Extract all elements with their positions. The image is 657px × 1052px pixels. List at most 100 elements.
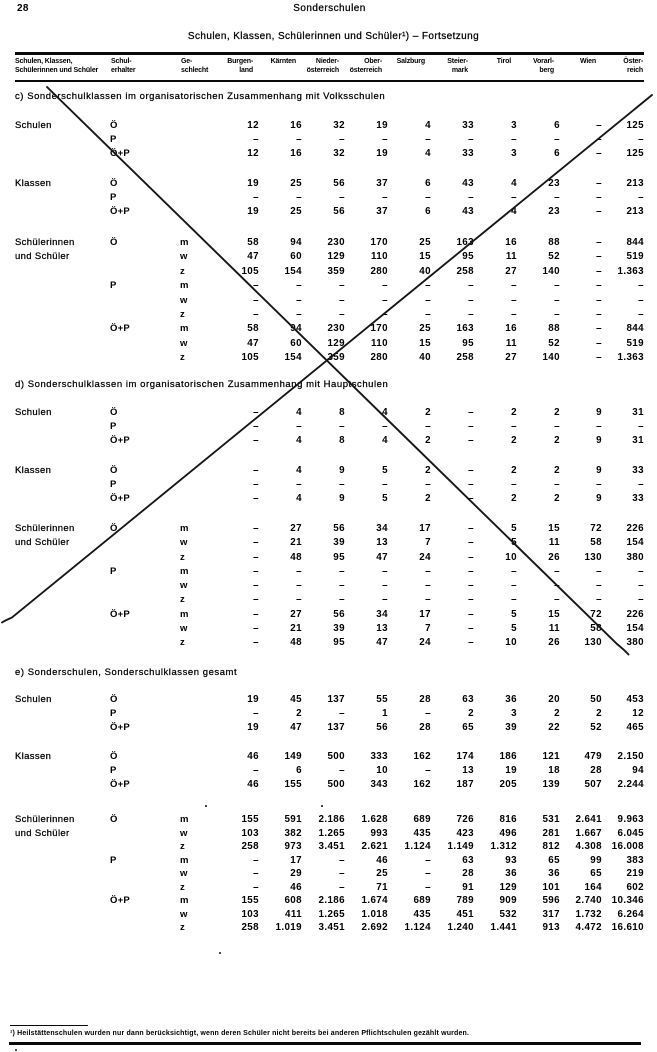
cell-kaernten: – bbox=[296, 308, 302, 320]
table-row: Ö+P m – 27 56 34 17 – 5 15 72 226 bbox=[15, 608, 644, 622]
cell-niederoesterreich: 3.451 bbox=[318, 922, 345, 933]
cell-steiermark: 423 bbox=[456, 827, 474, 839]
column-header: Salzburg bbox=[388, 57, 431, 75]
cell-salzburg: 15 bbox=[419, 337, 431, 349]
cell-niederoesterreich: 2.186 bbox=[318, 895, 345, 906]
cell-vorarlberg: 812 bbox=[542, 841, 560, 852]
cell-vorarlberg: 26 bbox=[548, 637, 560, 648]
cell-oberoesterreich: 46 bbox=[376, 854, 388, 866]
row-label: und Schüler bbox=[15, 251, 70, 263]
row-schulerhalter: Ö bbox=[110, 237, 118, 248]
cell-kaernten: – bbox=[296, 580, 302, 591]
cell-burgenland: 258 bbox=[241, 841, 259, 852]
cell-salzburg: 15 bbox=[419, 251, 431, 263]
cell-tirol: 2 bbox=[511, 407, 517, 418]
cell-tirol: 3 bbox=[511, 707, 517, 719]
cell-wien: – bbox=[596, 148, 602, 160]
cell-steiermark: – bbox=[468, 465, 474, 476]
cell-vorarlberg: 2 bbox=[554, 465, 560, 476]
table-row: P – 2 – 1 – 2 3 2 2 12 bbox=[15, 707, 644, 721]
cell-niederoesterreich: – bbox=[339, 192, 345, 204]
table-row: w – – – – – – – – – – bbox=[15, 294, 644, 308]
cell-vorarlberg: – bbox=[554, 479, 560, 491]
row-schulerhalter: Ö bbox=[110, 465, 118, 476]
cell-salzburg: – bbox=[425, 308, 431, 320]
row-label bbox=[15, 147, 100, 161]
cell-oberoesterreich: – bbox=[382, 580, 388, 591]
cell-oberoesterreich: – bbox=[382, 594, 388, 606]
cell-oberoesterreich: 47 bbox=[376, 637, 388, 648]
row-schulerhalter bbox=[100, 908, 170, 922]
cell-kaernten: 411 bbox=[284, 908, 302, 920]
cell-burgenland: – bbox=[253, 637, 259, 648]
cell-niederoesterreich: 359 bbox=[327, 352, 345, 364]
cell-oesterreich: 226 bbox=[626, 523, 644, 534]
table-row: z – – – – – – – – – – bbox=[15, 308, 644, 322]
cell-kaernten: 60 bbox=[290, 337, 302, 349]
row-geschlecht: z bbox=[180, 881, 185, 893]
cell-oberoesterreich: 343 bbox=[370, 778, 388, 790]
cell-niederoesterreich: 230 bbox=[327, 237, 345, 248]
cell-oesterreich: 1.363 bbox=[617, 352, 644, 364]
cell-tirol: – bbox=[511, 294, 517, 306]
cell-niederoesterreich: 500 bbox=[327, 778, 345, 790]
table-row: z – 46 – 71 – 91 129 101 164 602 bbox=[15, 881, 644, 895]
row-geschlecht: w bbox=[180, 868, 188, 879]
cell-tirol: 3 bbox=[511, 120, 517, 131]
cell-steiermark: 95 bbox=[462, 251, 474, 263]
cell-tirol: 1.312 bbox=[490, 841, 517, 852]
cell-niederoesterreich: 2.186 bbox=[318, 814, 345, 825]
footnote-separator-rule bbox=[10, 1024, 88, 1026]
cell-burgenland: 155 bbox=[241, 814, 259, 825]
cell-oesterreich: 33 bbox=[632, 493, 644, 505]
cell-niederoesterreich: 500 bbox=[327, 751, 345, 762]
cell-wien: 164 bbox=[584, 881, 602, 893]
row-schulerhalter: Ö bbox=[110, 407, 118, 418]
cell-kaernten: 25 bbox=[290, 178, 302, 189]
row-schulerhalter bbox=[100, 265, 170, 279]
cell-wien: 50 bbox=[590, 694, 602, 705]
cell-steiermark: – bbox=[468, 537, 474, 549]
column-header: Öster-reich bbox=[602, 57, 644, 75]
cell-burgenland: 47 bbox=[247, 337, 259, 349]
cell-wien: – bbox=[596, 421, 602, 433]
row-geschlecht: z bbox=[180, 265, 185, 277]
row-geschlecht: z bbox=[180, 308, 185, 320]
row-geschlecht: m bbox=[180, 854, 189, 866]
column-header-line1: Burgen- bbox=[227, 57, 253, 65]
cell-tirol: 11 bbox=[505, 337, 517, 349]
cell-steiermark: 91 bbox=[462, 881, 474, 893]
cell-burgenland: – bbox=[253, 479, 259, 491]
cell-wien: – bbox=[596, 565, 602, 577]
cell-tirol: 4 bbox=[511, 178, 517, 189]
cell-burgenland: 46 bbox=[247, 751, 259, 762]
cell-oesterreich: 844 bbox=[626, 323, 644, 335]
cell-burgenland: – bbox=[253, 465, 259, 476]
cell-wien: – bbox=[596, 237, 602, 248]
row-schulerhalter bbox=[100, 921, 170, 935]
cell-vorarlberg: 36 bbox=[548, 868, 560, 879]
column-header-line2: erhalter bbox=[111, 66, 136, 74]
cell-salzburg: 2 bbox=[425, 407, 431, 418]
row-label bbox=[15, 294, 100, 308]
column-header: Vorarl-berg bbox=[517, 57, 560, 75]
cell-wien: 130 bbox=[584, 551, 602, 563]
cell-burgenland: – bbox=[253, 565, 259, 577]
row-geschlecht: w bbox=[180, 337, 188, 349]
cell-tirol: – bbox=[511, 479, 517, 491]
cell-tirol: 816 bbox=[499, 814, 517, 825]
cell-niederoesterreich: 95 bbox=[333, 637, 345, 648]
cell-oesterreich: 519 bbox=[626, 337, 644, 349]
cell-vorarlberg: 6 bbox=[554, 120, 560, 131]
cell-tirol: 4 bbox=[511, 206, 517, 218]
row-geschlecht bbox=[170, 764, 216, 778]
cell-vorarlberg: – bbox=[554, 280, 560, 292]
cell-steiermark: – bbox=[468, 479, 474, 491]
cell-tirol: – bbox=[511, 421, 517, 433]
cell-oesterreich: 12 bbox=[632, 707, 644, 719]
cell-vorarlberg: 11 bbox=[548, 622, 560, 634]
cell-oesterreich: – bbox=[638, 308, 644, 320]
cell-oberoesterreich: 1.018 bbox=[361, 908, 388, 920]
cell-salzburg: 40 bbox=[419, 265, 431, 277]
